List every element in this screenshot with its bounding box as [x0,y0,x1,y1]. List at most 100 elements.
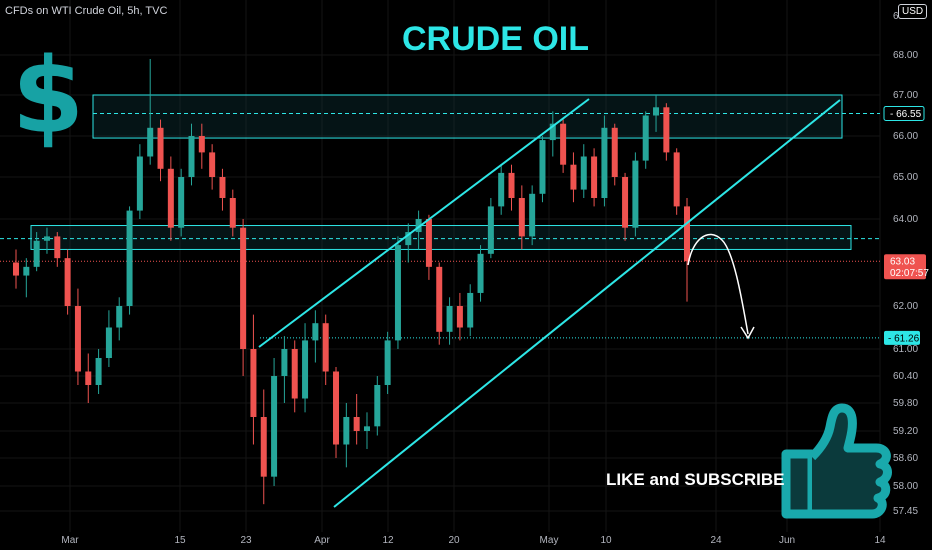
candle-body [209,152,216,177]
candle-body [271,376,278,477]
candle-body [632,160,639,228]
candle-body [291,349,298,399]
candle-body [653,107,660,116]
candle-body [425,219,432,267]
candle-body [611,127,618,177]
x-tick-label: 14 [874,535,886,546]
price-tag-countdown: 02:07:57 [890,268,929,279]
y-tick-label: 60.40 [893,371,918,382]
currency-button[interactable]: USD [898,4,928,19]
thumb-hand [808,403,892,519]
candle-body [591,156,598,198]
time-axis[interactable]: Mar 15 23 Apr 12 20 May 10 24 Jun 14 [61,535,886,546]
candle-body [467,292,474,328]
candle-body [23,266,30,276]
projection-arrow [687,233,749,335]
candle-body [33,240,40,267]
y-tick-label: 68.00 [893,50,918,61]
candle-body [229,198,236,228]
x-tick-label: 10 [600,535,612,546]
candle-body [446,306,453,332]
y-tick-label: 58.00 [893,481,918,492]
candle-body [198,136,205,153]
candle-body [508,172,515,198]
candle-body [663,107,670,153]
candle-body [477,253,484,293]
y-tick-label: 66.00 [893,131,918,142]
price-tag-last [884,254,926,280]
candle-body [85,371,92,385]
candle-body [126,210,133,306]
candle-body [374,385,381,427]
price-tag-target [884,330,920,345]
channel-lower-line [333,99,841,508]
x-tick-label: Mar [61,535,79,546]
candle-body [549,123,556,141]
candle-body [167,168,174,228]
candle-body [405,232,412,246]
candle-body [281,349,288,376]
thumb-cuff [781,449,817,519]
candle-body [136,156,143,211]
candle-body [394,245,401,341]
x-tick-label: 23 [240,535,252,546]
subscribe-cta: LIKE and SUBSCRIBE [606,470,785,489]
channel-upper-line [258,98,590,348]
x-tick-label: May [540,535,559,546]
projection-arrowhead [740,326,755,340]
candle-body [363,426,370,431]
price-tag-last-label: 63.03 [890,257,915,268]
candle-body [436,266,443,332]
candle-body [384,340,391,385]
y-tick-label: 64.00 [893,214,918,225]
candle-body [157,127,164,169]
candle-body [13,262,19,276]
y-tick-label: 62.00 [893,301,918,312]
y-tick-label: 61.00 [893,344,918,355]
candle-body [498,172,505,207]
candle-body [560,123,567,165]
candle-body [343,417,350,445]
candle-body [622,177,629,228]
candle-body [529,193,536,237]
candle-body [178,177,185,228]
x-tick-label: 15 [174,535,186,546]
candle-body [219,177,226,198]
y-tick-label: 67.00 [893,90,918,101]
candle-body [673,152,680,207]
x-tick-label: 24 [710,535,722,546]
candle-body [188,136,195,177]
candle-body [95,358,102,385]
price-tag-resistance-label: - 66.55 [890,109,922,120]
candle-body [456,306,463,328]
candle-body [105,327,112,358]
price-axis[interactable]: 6968.0067.0066.0065.0064.0062.0061.0060.… [893,11,918,517]
candle-body [353,417,360,431]
candle-body [116,306,123,328]
y-tick-label: 59.80 [893,398,918,409]
candle-body [539,140,546,194]
dollar-icon: $ [12,35,84,157]
y-tick-label: 57.45 [893,506,918,517]
symbol-title: CFDs on WTI Crude Oil, 5h, TVC [5,5,168,17]
candle-body [147,127,154,157]
candle-body [601,127,608,198]
candle-body [642,115,649,161]
x-tick-label: 20 [448,535,460,546]
candle-body [487,206,494,254]
candle-body [240,227,247,349]
candle-body [302,340,309,399]
candle-body [518,198,525,237]
resistance-zone [92,94,843,139]
trend-annotations [258,98,841,508]
candle-body [64,258,71,306]
candle-body [250,349,257,417]
y-tick-label: 59.20 [893,426,918,437]
y-tick-label: 58.60 [893,453,918,464]
price-tag-target-label: - 61.26 [888,333,920,344]
x-tick-label: Jun [779,535,795,546]
candle-body [333,371,340,445]
candle-body [312,323,319,341]
